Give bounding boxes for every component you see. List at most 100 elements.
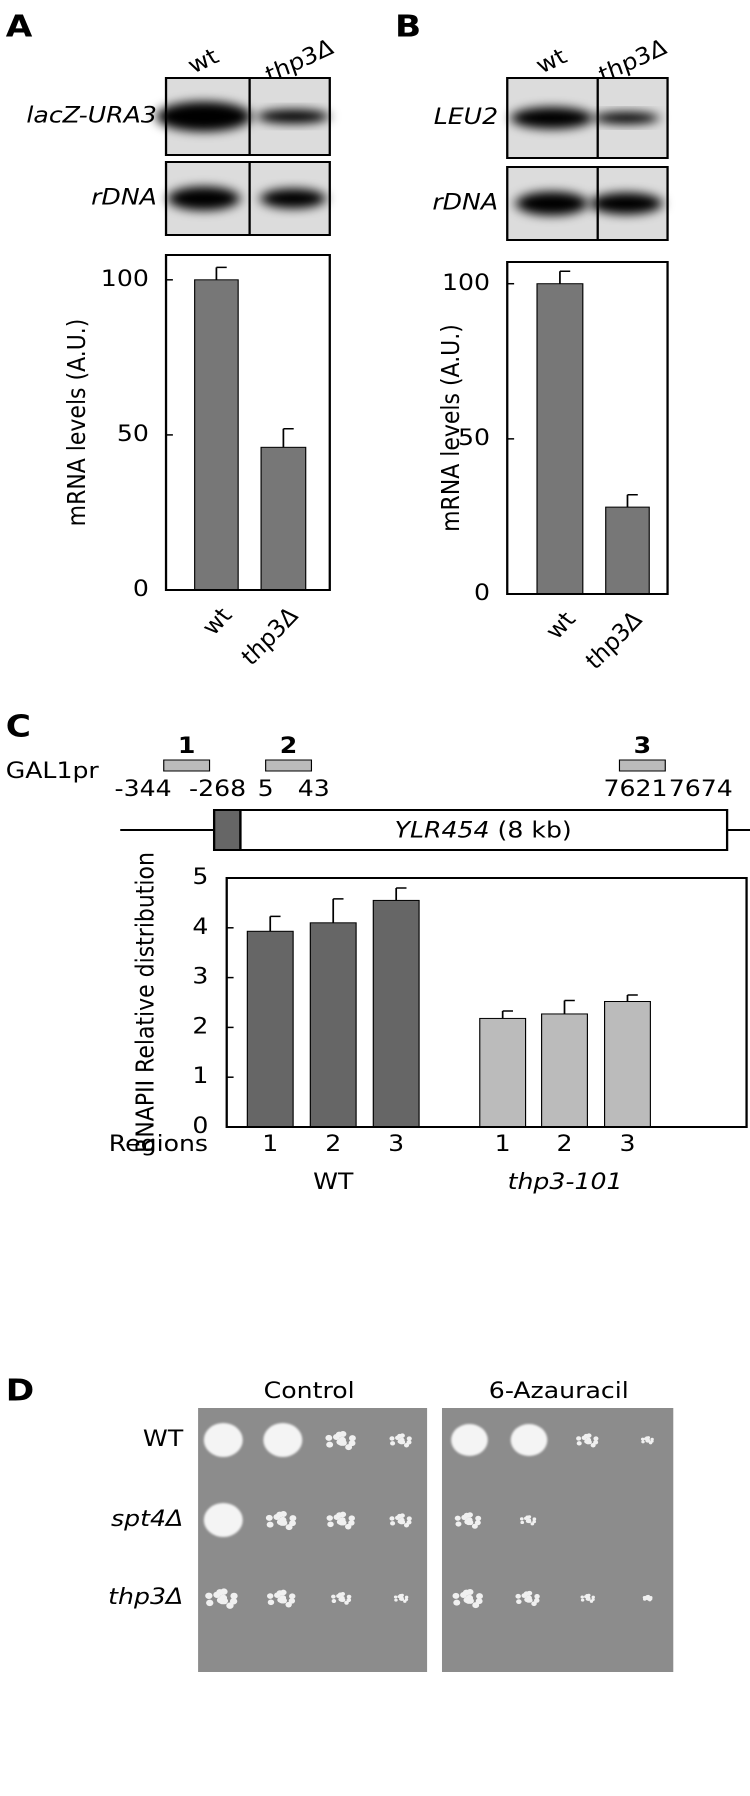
- panel-label: C: [6, 708, 31, 743]
- lane-label: wt: [531, 43, 572, 78]
- colony: [346, 1598, 352, 1603]
- x-tick-label: 1: [262, 1131, 278, 1157]
- x-axis-label: Regions: [109, 1131, 208, 1157]
- colony: [325, 1434, 333, 1441]
- y-tick-label: 50: [117, 420, 149, 446]
- colony: [346, 1594, 352, 1599]
- colony-spot: [510, 1424, 548, 1456]
- colony: [267, 1599, 275, 1606]
- colony: [389, 1436, 395, 1441]
- colony: [266, 1521, 274, 1528]
- colony: [593, 1440, 599, 1445]
- colony: [527, 1519, 532, 1524]
- y-tick-label: 5: [192, 864, 208, 890]
- colony: [460, 1591, 467, 1598]
- colony: [586, 1439, 592, 1445]
- region-start: 7621: [603, 776, 667, 802]
- colony: [650, 1437, 654, 1441]
- colony: [230, 1592, 238, 1600]
- blot-band: [167, 186, 240, 211]
- region-box: [265, 759, 313, 772]
- colony: [406, 1440, 412, 1445]
- y-tick-label: 0: [474, 580, 490, 606]
- colony: [576, 1441, 582, 1446]
- colony: [289, 1593, 296, 1600]
- error-bar: [626, 994, 638, 1002]
- colony: [519, 1517, 524, 1521]
- error-bar: [626, 493, 638, 508]
- y-tick-label: 0: [133, 576, 149, 602]
- colony: [587, 1597, 591, 1601]
- condition-label: Control: [264, 1378, 355, 1404]
- colony: [280, 1597, 287, 1604]
- colony: [580, 1598, 585, 1602]
- plot-frame: [225, 877, 748, 1128]
- condition-label: 6-Azauracil: [489, 1378, 629, 1404]
- colony: [397, 1595, 401, 1599]
- colony: [474, 1520, 481, 1526]
- error-bar: [269, 915, 281, 932]
- colony: [326, 1515, 333, 1521]
- colony: [516, 1599, 522, 1605]
- colony: [331, 1594, 336, 1599]
- colony: [642, 1597, 647, 1601]
- colony: [390, 1521, 396, 1526]
- colony-spot: [451, 1424, 488, 1456]
- y-tick-label: 1: [192, 1063, 208, 1089]
- y-tick-label: 100: [442, 269, 490, 295]
- colony: [395, 1435, 401, 1440]
- panel-label: B: [395, 8, 421, 43]
- colony: [220, 1597, 229, 1605]
- error-bar: [501, 1010, 513, 1019]
- colony: [404, 1597, 409, 1601]
- colony: [524, 1516, 528, 1520]
- colony: [453, 1599, 461, 1606]
- blot-row-label: LEU2: [434, 104, 498, 130]
- colony: [644, 1595, 649, 1599]
- colony: [331, 1599, 337, 1604]
- gene-size: (8 kb): [498, 817, 572, 843]
- x-tick-label: 2: [556, 1131, 572, 1157]
- colony: [640, 1437, 645, 1441]
- region-end: -268: [189, 776, 246, 802]
- region-box: [163, 759, 211, 772]
- region-number: 2: [280, 733, 298, 759]
- blot-band: [511, 107, 593, 129]
- colony: [584, 1595, 588, 1599]
- region-number: 3: [634, 733, 652, 759]
- blot-band: [257, 109, 330, 124]
- colony: [389, 1516, 395, 1521]
- colony: [273, 1513, 281, 1520]
- colony: [452, 1592, 460, 1599]
- bar: [541, 1013, 588, 1128]
- group-label: WT: [313, 1169, 354, 1195]
- colony: [467, 1597, 474, 1604]
- error-bar: [215, 266, 227, 280]
- colony: [593, 1436, 599, 1441]
- colony: [400, 1439, 406, 1445]
- promoter-label: GAL1pr: [6, 758, 99, 784]
- colony: [580, 1595, 584, 1599]
- blot-frame: [506, 166, 669, 241]
- colony: [348, 1515, 355, 1522]
- colony: [532, 1520, 537, 1524]
- x-tick-label: wt: [196, 603, 238, 640]
- blot-band: [515, 191, 588, 216]
- colony: [476, 1593, 483, 1600]
- colony: [527, 1597, 533, 1603]
- y-tick-label: 2: [192, 1013, 208, 1039]
- y-tick-label: 0: [192, 1113, 208, 1139]
- colony: [348, 1440, 356, 1447]
- colony: [581, 1435, 587, 1440]
- y-axis-label: mRNA levels (A.U.): [436, 324, 466, 532]
- colony: [333, 1514, 341, 1520]
- colony: [475, 1598, 483, 1605]
- colony: [390, 1441, 396, 1446]
- colony: [289, 1515, 297, 1522]
- colony: [406, 1520, 412, 1525]
- colony: [649, 1595, 653, 1599]
- colony: [280, 1519, 288, 1526]
- bar: [536, 283, 584, 595]
- colony: [591, 1597, 595, 1601]
